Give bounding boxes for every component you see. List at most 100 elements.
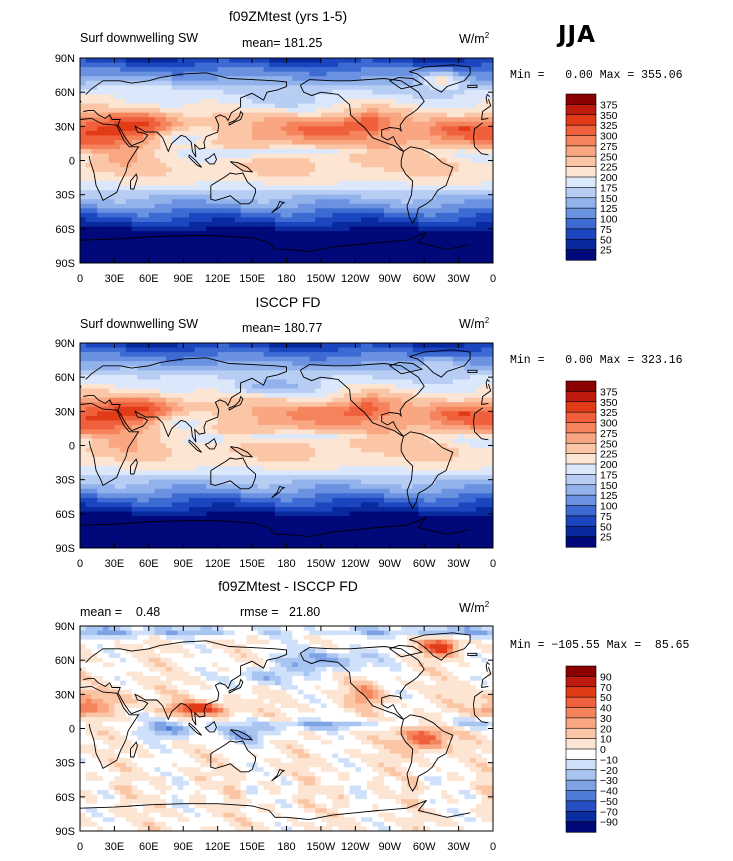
field-cell: [91, 379, 98, 385]
field-cell: [160, 217, 167, 223]
field-cell: [131, 181, 138, 187]
field-cell: [343, 130, 351, 137]
field-cell: [424, 217, 431, 223]
field-cell: [464, 126, 471, 132]
field-cell: [148, 365, 156, 371]
field-cell: [487, 356, 493, 362]
field-cell: [418, 199, 425, 205]
field-cell: [320, 352, 328, 358]
field-cell: [487, 231, 493, 237]
field-cell: [148, 176, 156, 182]
field-cell: [326, 374, 333, 381]
field-cell: [355, 158, 362, 164]
field-cell: [343, 171, 351, 178]
field-cell: [406, 361, 414, 367]
field-cell: [452, 162, 460, 168]
field-cell: [395, 249, 402, 255]
field-cell: [166, 176, 173, 182]
field-cell: [97, 434, 104, 440]
field-cell: [292, 171, 299, 178]
field-cell: [171, 181, 179, 187]
field-cell: [292, 384, 299, 390]
field-cell: [418, 425, 425, 431]
field-cell: [137, 94, 144, 100]
field-cell: [275, 443, 282, 449]
field-cell: [131, 117, 138, 123]
field-cell: [240, 438, 247, 444]
field-cell: [154, 379, 161, 385]
field-cell: [464, 397, 471, 403]
field-cell: [211, 185, 219, 191]
field-cell: [120, 397, 127, 403]
field-cell: [366, 388, 374, 394]
field-cell: [320, 67, 328, 73]
field-cell: [361, 411, 368, 417]
field-cell: [355, 217, 362, 223]
field-cell: [257, 425, 265, 431]
field-cell: [217, 85, 225, 91]
field-cell: [366, 361, 374, 367]
field-cell: [217, 402, 225, 408]
field-cell: [412, 379, 420, 385]
field-cell: [343, 343, 351, 349]
field-cell: [211, 58, 219, 64]
lat-tick-label: 0: [69, 156, 75, 168]
field-cell: [389, 370, 397, 376]
field-cell: [303, 80, 311, 86]
field-cell: [481, 140, 488, 146]
field-cell: [183, 71, 190, 77]
field-cell: [395, 374, 402, 381]
field-cell: [458, 420, 465, 426]
field-cell: [332, 85, 339, 91]
field-cell: [240, 199, 247, 205]
field-cell: [223, 370, 230, 376]
field-cell: [418, 429, 425, 435]
field-cell: [217, 71, 225, 77]
field-cell: [395, 352, 402, 358]
field-cell: [355, 190, 362, 196]
field-cell: [309, 253, 316, 260]
field-cell: [326, 208, 333, 214]
field-cell: [263, 379, 270, 385]
field-cell: [309, 76, 316, 82]
field-cell: [384, 402, 391, 408]
field-cell: [102, 429, 110, 435]
field-cell: [320, 406, 328, 412]
field-cell: [166, 117, 173, 123]
field-cell: [452, 397, 460, 403]
field-cell: [91, 85, 98, 91]
field-cell: [389, 199, 397, 205]
field-cell: [234, 153, 242, 159]
field-cell: [229, 411, 236, 417]
field-cell: [470, 117, 477, 123]
field-cell: [102, 356, 110, 362]
field-cell: [303, 402, 311, 408]
field-cell: [102, 162, 110, 168]
field-cell: [131, 212, 138, 219]
field-cell: [102, 153, 110, 159]
field-cell: [206, 108, 213, 114]
field-cell: [234, 112, 242, 118]
field-cell: [315, 231, 322, 237]
field-cell: [223, 411, 230, 417]
field-cell: [366, 208, 374, 214]
field-cell: [114, 222, 121, 228]
field-cell: [452, 240, 460, 246]
field-cell: [355, 167, 362, 173]
field-cell: [80, 235, 87, 241]
field-cell: [97, 185, 104, 191]
field-cell: [297, 402, 305, 408]
field-cell: [320, 379, 328, 385]
field-cell: [166, 415, 173, 422]
field-cell: [343, 231, 351, 237]
field-cell: [464, 420, 471, 426]
field-cell: [286, 80, 293, 86]
field-cell: [246, 153, 253, 159]
field-cell: [384, 89, 391, 96]
field-cell: [148, 374, 156, 381]
field-cell: [320, 240, 328, 246]
field-cell: [194, 190, 202, 196]
field-cell: [441, 217, 448, 223]
field-cell: [475, 365, 483, 371]
field-cell: [188, 388, 196, 394]
